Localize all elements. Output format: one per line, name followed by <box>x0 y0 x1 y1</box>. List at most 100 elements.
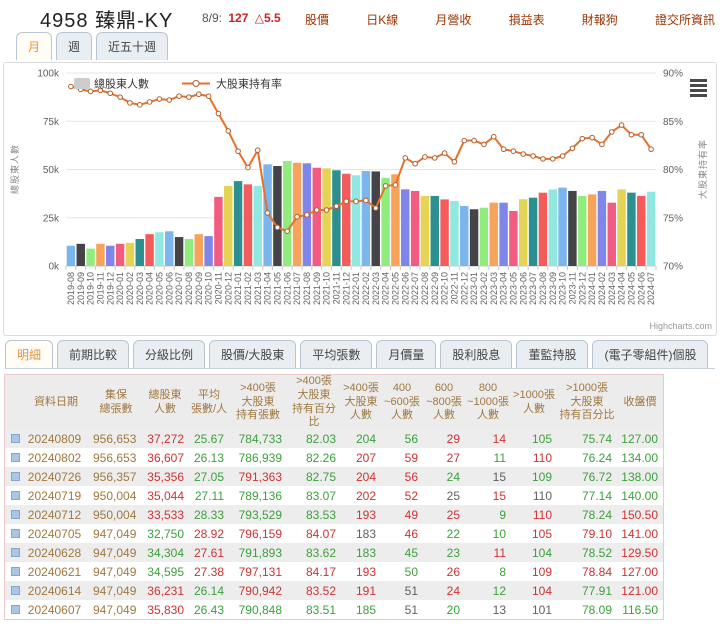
chart-toggle-icon[interactable] <box>11 471 20 481</box>
line-marker-2024-04[interactable] <box>618 122 625 128</box>
column-bar-2023-03[interactable] <box>489 202 498 266</box>
column-bar-2019-10[interactable] <box>86 248 95 266</box>
chart-toggle-icon[interactable] <box>11 452 20 462</box>
column-bar-2022-09[interactable] <box>430 195 439 266</box>
line-marker-2023-12[interactable] <box>579 135 586 142</box>
line-marker-2020-03[interactable] <box>136 102 143 108</box>
line-marker-2021-10[interactable] <box>323 207 330 213</box>
column-bar-2019-11[interactable] <box>96 243 105 266</box>
line-marker-2021-02[interactable] <box>245 164 251 171</box>
column-bar-2022-02[interactable] <box>361 171 371 266</box>
line-marker-2019-08[interactable] <box>68 83 74 90</box>
column-bar-2020-05[interactable] <box>155 232 164 266</box>
column-bar-2022-01[interactable] <box>351 175 361 266</box>
line-marker-2024-06[interactable] <box>638 131 645 138</box>
line-marker-2023-11[interactable] <box>569 145 576 152</box>
column-bar-2021-12[interactable] <box>342 173 351 266</box>
column-bar-2023-05[interactable] <box>509 210 518 266</box>
tab-detail-5[interactable]: 月價量 <box>376 340 437 368</box>
tab-detail-7[interactable]: 董監持股 <box>516 340 589 368</box>
line-marker-2021-12[interactable] <box>343 198 350 205</box>
line-marker-2022-01[interactable] <box>353 198 359 205</box>
line-marker-2020-12[interactable] <box>225 128 232 134</box>
line-marker-2023-08[interactable] <box>540 156 546 162</box>
chart-toggle-icon[interactable] <box>11 433 20 443</box>
line-marker-2021-08[interactable] <box>304 212 310 218</box>
line-marker-2021-01[interactable] <box>235 148 241 154</box>
column-bar-2021-09[interactable] <box>312 167 321 266</box>
line-marker-2020-10[interactable] <box>205 93 212 99</box>
column-bar-2021-01[interactable] <box>233 181 243 266</box>
column-bar-2024-07[interactable] <box>646 191 656 266</box>
column-bar-2023-09[interactable] <box>548 189 557 266</box>
chart-toggle-icon[interactable] <box>11 585 20 595</box>
column-bar-2023-01[interactable] <box>469 209 479 266</box>
chart-toggle-icon[interactable] <box>11 566 20 576</box>
chart-toggle-icon[interactable] <box>11 509 20 519</box>
nav-link-1[interactable]: 日K線 <box>366 13 399 27</box>
tab-detail-3[interactable]: 股價/大股東 <box>209 340 297 368</box>
column-bar-2022-11[interactable] <box>450 200 459 266</box>
nav-link-0[interactable]: 股價 <box>305 13 330 27</box>
line-marker-2020-02[interactable] <box>127 100 133 106</box>
column-bar-2021-11[interactable] <box>332 170 341 266</box>
line-marker-2021-05[interactable] <box>274 224 281 231</box>
column-bar-2021-02[interactable] <box>243 184 253 266</box>
line-marker-2023-04[interactable] <box>500 146 507 153</box>
column-bar-2022-07[interactable] <box>410 190 420 266</box>
line-marker-2021-03[interactable] <box>254 147 261 153</box>
column-bar-2023-10[interactable] <box>558 187 567 266</box>
line-marker-2021-09[interactable] <box>313 207 320 213</box>
line-marker-2021-04[interactable] <box>264 210 271 216</box>
line-marker-2023-09[interactable] <box>549 156 556 162</box>
column-bar-2023-11[interactable] <box>568 190 577 266</box>
column-bar-2021-10[interactable] <box>322 168 331 266</box>
column-bar-2022-10[interactable] <box>440 199 449 266</box>
line-marker-2023-10[interactable] <box>559 153 566 159</box>
line-marker-2022-10[interactable] <box>441 150 448 156</box>
column-bar-2023-08[interactable] <box>538 192 548 266</box>
tab-detail-2[interactable]: 分級比例 <box>133 340 206 368</box>
column-bar-2020-02[interactable] <box>125 242 135 266</box>
column-bar-2020-04[interactable] <box>145 234 154 266</box>
column-bar-2024-06[interactable] <box>637 195 646 266</box>
line-marker-2022-12[interactable] <box>461 137 468 144</box>
column-bar-2020-08[interactable] <box>184 238 194 266</box>
legend-column-swatch[interactable] <box>74 78 90 89</box>
column-bar-2021-06[interactable] <box>283 161 292 266</box>
line-marker-2021-11[interactable] <box>333 203 340 209</box>
column-bar-2023-02[interactable] <box>479 207 489 266</box>
column-bar-2023-06[interactable] <box>519 199 528 266</box>
tab-detail-8[interactable]: (電子零組件)個股 <box>592 340 709 368</box>
line-marker-2022-04[interactable] <box>382 183 389 189</box>
line-marker-2020-09[interactable] <box>195 91 202 98</box>
column-bar-2024-02[interactable] <box>597 190 607 266</box>
column-bar-2020-03[interactable] <box>135 238 144 266</box>
chart-toggle-icon[interactable] <box>11 547 20 557</box>
column-bar-2022-04[interactable] <box>381 177 390 266</box>
column-bar-2020-01[interactable] <box>115 243 125 266</box>
column-bar-2020-06[interactable] <box>165 231 174 266</box>
column-bar-2024-03[interactable] <box>607 202 616 266</box>
column-bar-2019-12[interactable] <box>106 245 115 266</box>
line-marker-2020-01[interactable] <box>117 94 123 100</box>
column-bar-2020-10[interactable] <box>204 236 213 266</box>
line-marker-2020-05[interactable] <box>156 96 163 102</box>
tab-period-1[interactable]: 週 <box>56 32 93 60</box>
tab-period-2[interactable]: 近五十週 <box>96 32 169 60</box>
chart-toggle-icon[interactable] <box>11 490 20 500</box>
line-marker-2022-09[interactable] <box>431 155 438 161</box>
line-marker-2019-10[interactable] <box>87 88 94 95</box>
line-marker-2020-11[interactable] <box>215 110 222 117</box>
column-bar-2021-03[interactable] <box>253 185 262 266</box>
nav-link-4[interactable]: 財報狗 <box>581 13 618 27</box>
line-marker-2024-03[interactable] <box>608 129 615 135</box>
line-marker-2020-08[interactable] <box>186 94 192 100</box>
line-marker-2022-08[interactable] <box>422 154 428 160</box>
column-bar-2020-07[interactable] <box>174 237 184 266</box>
column-bar-2024-04[interactable] <box>617 189 626 266</box>
column-bar-2024-05[interactable] <box>627 192 636 266</box>
line-marker-2019-11[interactable] <box>97 87 104 94</box>
chart-toggle-icon[interactable] <box>11 528 20 538</box>
tab-detail-1[interactable]: 前期比較 <box>57 340 130 368</box>
